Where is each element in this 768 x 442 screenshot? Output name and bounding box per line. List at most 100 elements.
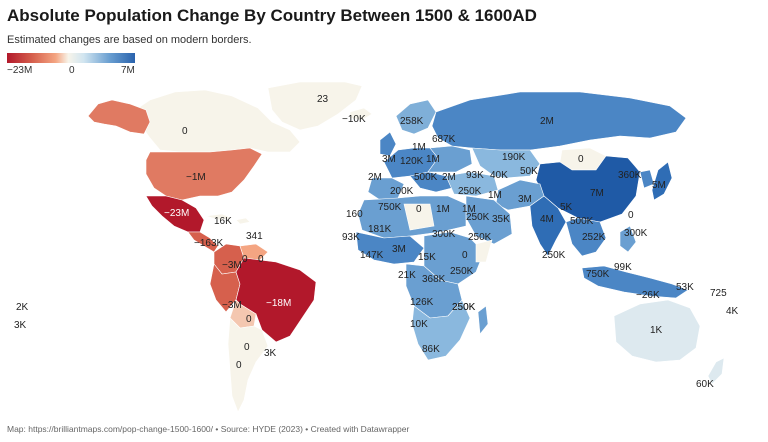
region-russia[interactable] [431,91,687,151]
region-alaska[interactable] [87,99,151,135]
region-kazakhstan[interactable] [471,147,541,179]
label-morocco: 750K [378,202,402,213]
label-kenya: 250K [452,302,476,313]
region-southern-africa[interactable] [411,299,471,361]
label-venezuela: 0 [242,254,248,265]
label-kazakhstan: 190K [502,152,526,163]
label-balkans: 2M [442,172,456,183]
label-brazil: −18M [266,298,291,309]
label-alaska-canada: 0 [182,126,188,137]
label-pakistan: 35K [492,214,510,225]
region-philippines[interactable] [619,225,637,253]
region-uk[interactable] [379,131,397,157]
label-scandinavia: 258K [400,116,424,127]
label-spain: 200K [390,186,414,197]
label-china: 7M [590,188,604,199]
label-ukraine: 1M [426,154,440,165]
region-brazil[interactable] [235,257,317,343]
label-japan: 5M [652,180,666,191]
label-philippines: 300K [624,228,648,239]
page-title: Absolute Population Change By Country Be… [7,6,537,25]
legend-mid-label: 0 [69,65,75,76]
label-central-asia: 40K [490,170,508,181]
label-borneo: −26K [636,290,660,301]
label-myanmar: 500K [570,216,594,227]
label-mauritania: 181K [368,224,392,235]
label-paraguay: 3K [264,348,277,359]
region-greenland[interactable] [267,81,363,131]
label-argentina-south: 0 [236,360,242,371]
region-canada[interactable] [131,89,301,153]
label-poland: 687K [432,134,456,145]
label-korea: 360K [618,170,642,181]
label-vanuatu: 4K [726,306,739,317]
label-chad: 300K [432,229,456,240]
label-uzbekistan: 50K [520,166,538,177]
region-central-america[interactable] [187,231,219,253]
label-egypt: 1M [462,204,476,215]
label-mozambique: 250K [452,302,476,313]
label-congo: 21K [398,270,416,281]
legend-min-label: −23M [7,65,33,76]
region-iceland[interactable] [349,107,373,121]
region-west-africa[interactable] [355,231,425,265]
label-drc: 368K [422,274,446,285]
label-russia: 2M [540,116,554,127]
label-algeria: 0 [416,204,422,215]
region-australia[interactable] [613,299,701,363]
region-southeast-asia[interactable] [565,217,607,257]
region-eastern-europe[interactable] [427,145,473,173]
label-new-zealand: 60K [696,379,714,390]
region-india[interactable] [529,195,567,257]
legend-gradient-bar [7,53,135,63]
label-afghanistan: 3M [518,194,532,205]
region-scandinavia[interactable] [395,99,437,135]
label-sierra-leone: 147K [360,250,384,261]
region-algeria[interactable] [403,203,435,231]
label-sudan: 250K [468,232,492,243]
label-nepal: 5K [560,202,573,213]
region-argentina[interactable] [227,317,269,413]
label-usa: −1M [186,172,206,183]
label-iran: 1M [488,190,502,201]
region-hispaniola[interactable] [235,217,251,225]
region-indonesia[interactable] [581,265,689,299]
label-guianas: 0 [258,254,264,265]
label-australia: 1K [650,325,663,336]
region-usa[interactable] [145,147,263,201]
label-peru: −3M [222,300,242,311]
label-colombia: −3M [222,260,242,271]
label-baltics: 1M [412,142,426,153]
label-caucasus: 93K [466,170,484,181]
label-iceland: −10K [342,114,366,125]
label-thailand: 252K [582,232,606,243]
label-central-america: −163K [194,238,224,249]
region-somalia[interactable] [475,239,493,263]
label-germany: 120K [400,156,424,167]
region-madagascar[interactable] [477,305,489,335]
color-legend: −23M 0 7M [7,53,137,81]
label-cuba: 16K [214,216,232,227]
label-mongolia: 0 [578,154,584,165]
label-greenland: 23 [317,94,329,105]
region-arabia[interactable] [465,195,513,245]
label-sri-lanka: 250K [542,250,566,261]
region-venezuela[interactable] [239,243,269,261]
region-japan[interactable] [651,161,673,201]
label-central-africa: 15K [418,252,436,263]
label-mali-niger: 3M [392,244,406,255]
region-new-zealand[interactable] [707,357,725,385]
label-saudi: 250K [466,212,490,223]
label-senegal: 93K [342,232,360,243]
label-argentina: 0 [244,342,250,353]
legend-max-label: 7M [121,65,135,76]
region-cuba[interactable] [205,213,234,221]
label-south-africa: 86K [422,344,440,355]
label-cape-verde: 2K [16,302,29,313]
label-turkey: 250K [458,186,482,197]
label-italy: 500K [414,172,438,183]
label-bolivia: 0 [246,314,252,325]
label-hispaniola: 341 [246,231,263,242]
label-taiwan: 0 [628,210,634,221]
